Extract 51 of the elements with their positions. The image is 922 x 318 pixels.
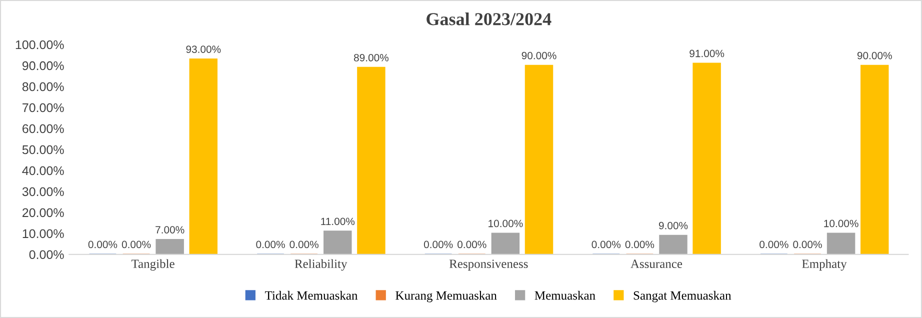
y-tick-label: 90.00%	[22, 61, 64, 70]
data-label: 90.00%	[857, 52, 892, 60]
legend-label: Tidak Memuaskan	[265, 290, 358, 300]
chart-title: Gasal 2023/2024	[426, 12, 552, 26]
data-label: 90.00%	[522, 52, 556, 60]
x-tick-label: Tangible	[132, 259, 174, 271]
y-tick-label: 10.00%	[22, 229, 64, 238]
x-tick-label: Assurance	[630, 260, 682, 268]
data-label: 93.00%	[186, 46, 221, 53]
bar	[692, 62, 721, 254]
data-label: 9.00%	[658, 222, 688, 230]
data-label: 10.00%	[824, 220, 858, 228]
y-tick-label: 100.00%	[16, 40, 64, 50]
bar	[189, 58, 218, 254]
data-label: 0.00%	[625, 240, 654, 248]
legend-label: Sangat Memuaskan	[634, 290, 732, 302]
data-label: 0.00%	[122, 240, 151, 248]
data-label: 0.00%	[592, 240, 621, 248]
data-label: 89.00%	[354, 54, 388, 62]
data-label: 0.00%	[88, 240, 118, 248]
data-label: 10.00%	[488, 220, 523, 228]
y-tick-label: 30.00%	[22, 187, 64, 196]
x-tick-label: Reliability	[294, 259, 348, 271]
y-tick-label: 70.00%	[22, 103, 64, 112]
legend-label: Memuaskan	[534, 290, 596, 300]
y-tick-label: 20.00%	[22, 208, 64, 218]
bar	[524, 64, 554, 254]
y-tick-label: 0.00%	[29, 250, 64, 260]
data-label: 0.00%	[458, 240, 486, 248]
bar	[156, 239, 184, 254]
legend-label: Kurang Memuaskan	[396, 290, 497, 302]
bar	[860, 64, 889, 254]
data-label: 0.00%	[424, 240, 453, 248]
y-tick-label: 80.00%	[22, 82, 64, 92]
data-label: 0.00%	[760, 240, 788, 248]
x-tick-label: Responsiveness	[449, 260, 528, 271]
bar	[826, 232, 856, 254]
bar	[357, 66, 386, 254]
data-label: 11.00%	[321, 218, 355, 226]
y-tick-label: 50.00%	[22, 145, 64, 154]
bar	[659, 234, 688, 254]
data-label: 0.00%	[793, 240, 822, 248]
data-label: 0.00%	[256, 240, 285, 248]
data-label: 91.00%	[690, 50, 724, 58]
y-tick-label: 40.00%	[22, 166, 64, 176]
data-label: 7.00%	[156, 226, 184, 234]
bar	[324, 230, 352, 254]
bar	[491, 232, 520, 254]
data-label: 0.00%	[290, 240, 318, 248]
y-tick-label: 60.00%	[22, 124, 64, 134]
x-tick-label: Emphaty	[802, 259, 847, 271]
